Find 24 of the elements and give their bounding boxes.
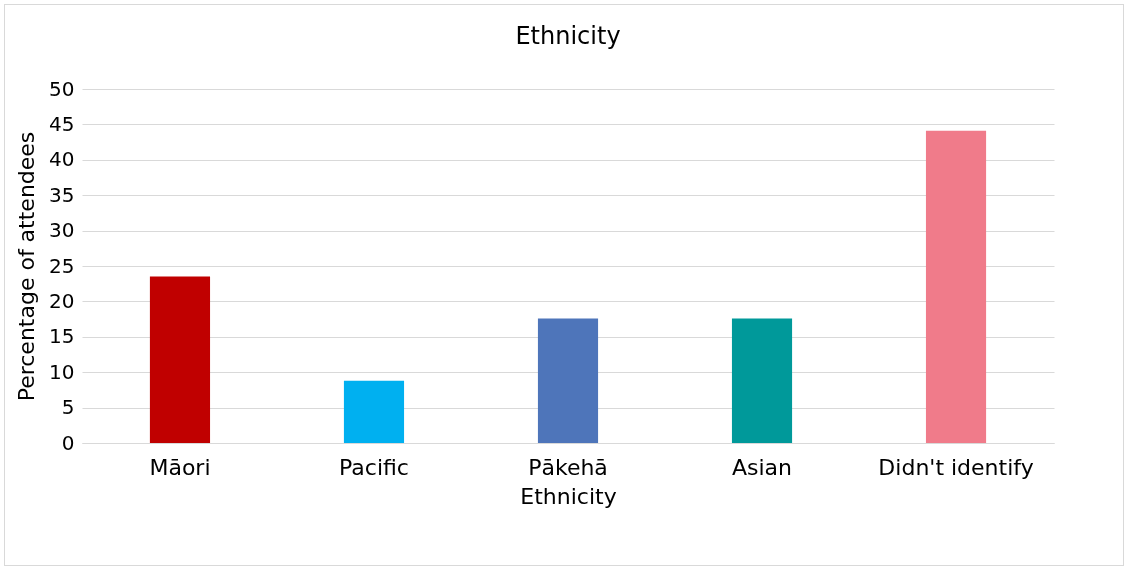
x-tick-label: Didn't identify	[878, 454, 1034, 480]
x-tick-label: Pākehā	[528, 454, 608, 480]
bar	[343, 380, 405, 443]
y-tick-label: 30	[49, 218, 75, 243]
bar	[149, 276, 211, 443]
bar	[537, 318, 599, 443]
y-tick-label: 45	[49, 111, 75, 136]
y-tick-label: 40	[49, 147, 75, 172]
bar	[925, 130, 987, 443]
y-tick-label: 35	[49, 182, 75, 207]
chart-title: Ethnicity	[515, 22, 621, 50]
x-tick-label: Pacific	[339, 454, 409, 480]
x-tick-label: Māori	[149, 454, 211, 480]
x-axis-title: Ethnicity	[520, 483, 617, 509]
y-tick-label: 25	[49, 253, 75, 278]
y-tick-label: 20	[49, 288, 75, 313]
y-tick-label: 50	[49, 76, 75, 101]
y-tick-label: 15	[49, 324, 75, 349]
bar	[731, 318, 793, 443]
x-tick-label: Asian	[731, 454, 793, 480]
y-tick-label: 10	[49, 359, 75, 384]
y-axis-title: Percentage of attendees	[14, 131, 40, 402]
y-tick-label: 5	[61, 395, 75, 420]
y-tick-label: 0	[61, 430, 75, 455]
